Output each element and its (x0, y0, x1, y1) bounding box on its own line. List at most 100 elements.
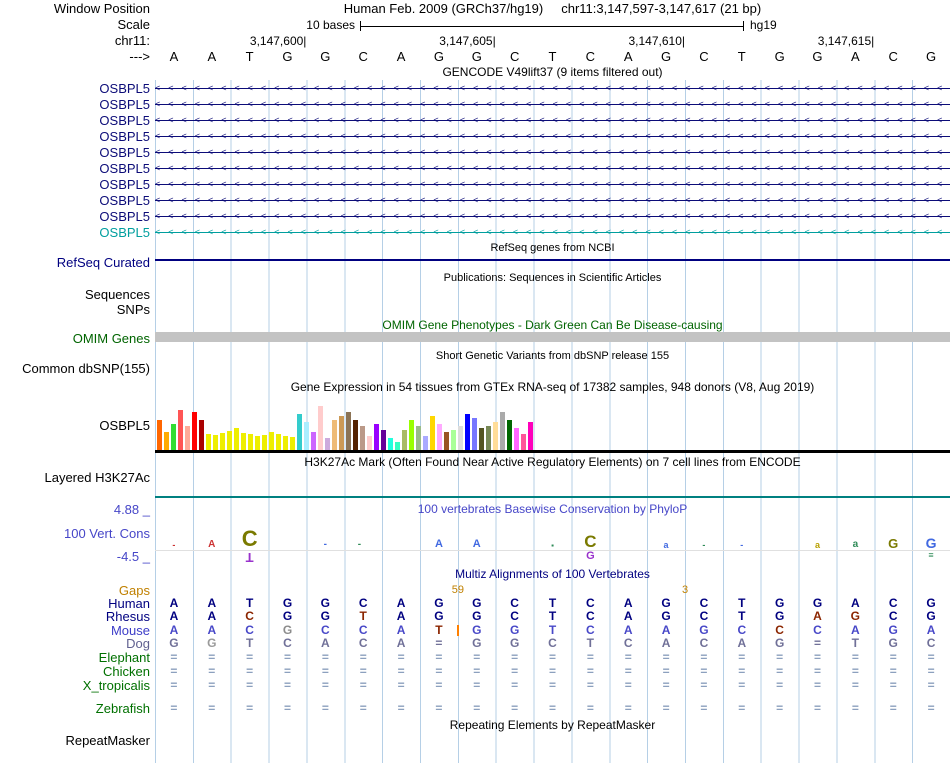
species-label-chicken[interactable]: Chicken (103, 664, 150, 679)
gtex-tissue-bar[interactable] (514, 428, 519, 450)
gtex-tissue-bar[interactable] (227, 431, 232, 450)
gtex-tissue-bar[interactable] (507, 420, 512, 450)
gtex-tissue-bar[interactable] (171, 424, 176, 450)
gtex-tissue-bar[interactable] (444, 432, 449, 450)
species-label-elephant[interactable]: Elephant (98, 650, 150, 665)
gencode-track-title: GENCODE V49lift37 (9 items filtered out) (442, 65, 663, 79)
gencode-transcript-row[interactable]: <<<<<<<<<<<<<<<<<<<<<<<<<<<<<<<<<<<<<<<<… (155, 194, 950, 207)
gtex-tissue-bar[interactable] (297, 414, 302, 450)
gtex-tissue-bar[interactable] (304, 422, 309, 450)
gtex-tissue-bar[interactable] (220, 433, 225, 450)
gtex-tissue-bar[interactable] (465, 414, 470, 450)
gtex-tissue-bar[interactable] (185, 426, 190, 450)
gtex-tissue-bar[interactable] (451, 430, 456, 450)
gtex-tissue-bar[interactable] (290, 437, 295, 450)
gtex-tissue-bar[interactable] (360, 426, 365, 450)
gencode-transcript-row[interactable]: <<<<<<<<<<<<<<<<<<<<<<<<<<<<<<<<<<<<<<<<… (155, 146, 950, 159)
gtex-tissue-bar[interactable] (311, 432, 316, 450)
gtex-tissue-bar[interactable] (318, 406, 323, 450)
gencode-gene-label[interactable]: OSBPL5 (99, 209, 150, 224)
gencode-gene-label[interactable]: OSBPL5 (99, 161, 150, 176)
sequences-track-label[interactable]: Sequences (84, 287, 150, 302)
gtex-tissue-bar[interactable] (248, 434, 253, 450)
gencode-gene-label[interactable]: OSBPL5 (99, 145, 150, 160)
gtex-tissue-bar[interactable] (430, 416, 435, 450)
gtex-tissue-bar[interactable] (283, 436, 288, 450)
gencode-transcript-row[interactable]: <<<<<<<<<<<<<<<<<<<<<<<<<<<<<<<<<<<<<<<<… (155, 82, 950, 95)
gtex-tissue-bar[interactable] (374, 424, 379, 450)
gtex-tissue-bar[interactable] (486, 426, 491, 450)
alignment-base: A (169, 623, 179, 637)
gencode-gene-label[interactable]: OSBPL5 (99, 177, 150, 192)
gencode-transcript-row[interactable]: <<<<<<<<<<<<<<<<<<<<<<<<<<<<<<<<<<<<<<<<… (155, 130, 950, 143)
scale-bar (360, 21, 744, 31)
gtex-tissue-bar[interactable] (416, 426, 421, 450)
gtex-tissue-bar[interactable] (528, 422, 533, 450)
snps-track-label[interactable]: SNPs (116, 302, 150, 317)
gtex-tissue-bar[interactable] (276, 434, 281, 450)
gtex-gene-label[interactable]: OSBPL5 (99, 418, 150, 433)
gtex-tissue-bar[interactable] (388, 438, 393, 450)
alignment-base: = (586, 664, 594, 678)
gencode-gene-label[interactable]: OSBPL5 (99, 193, 150, 208)
species-label-dog[interactable]: Dog (126, 636, 150, 651)
gtex-tissue-bar[interactable] (199, 420, 204, 450)
alignment-base: C (510, 596, 519, 610)
species-label-mouse[interactable]: Mouse (110, 623, 150, 638)
gtex-tissue-bar[interactable] (206, 434, 211, 450)
gtex-tissue-bar[interactable] (479, 428, 484, 450)
gencode-transcript-row[interactable]: <<<<<<<<<<<<<<<<<<<<<<<<<<<<<<<<<<<<<<<<… (155, 114, 950, 127)
species-label-human[interactable]: Human (108, 596, 150, 611)
common-dbsnp-label[interactable]: Common dbSNP(155) (22, 361, 150, 376)
gtex-tissue-bar[interactable] (472, 418, 477, 450)
gtex-tissue-bar[interactable] (241, 433, 246, 450)
gtex-tissue-bar[interactable] (353, 420, 358, 450)
gtex-tissue-bar[interactable] (493, 422, 498, 450)
conservation-track-label[interactable]: 100 Vert. Cons (64, 526, 150, 541)
gtex-tissue-bar[interactable] (381, 430, 386, 450)
gtex-tissue-bar[interactable] (157, 420, 162, 450)
gencode-transcript-row[interactable]: <<<<<<<<<<<<<<<<<<<<<<<<<<<<<<<<<<<<<<<<… (155, 210, 950, 223)
gtex-tissue-bar[interactable] (458, 426, 463, 450)
gtex-tissue-bar[interactable] (521, 434, 526, 450)
gtex-tissue-bar[interactable] (262, 435, 267, 450)
gtex-tissue-bar[interactable] (332, 420, 337, 450)
gtex-tissue-bar[interactable] (402, 430, 407, 450)
omim-genes-label[interactable]: OMIM Genes (72, 331, 150, 346)
gencode-gene-label[interactable]: OSBPL5 (99, 225, 150, 240)
layered-h3k27ac-label[interactable]: Layered H3K27Ac (44, 470, 150, 485)
gtex-tissue-bar[interactable] (409, 420, 414, 450)
gtex-tissue-bar[interactable] (339, 416, 344, 450)
gtex-tissue-bar[interactable] (178, 410, 183, 450)
gencode-transcript-row[interactable]: <<<<<<<<<<<<<<<<<<<<<<<<<<<<<<<<<<<<<<<<… (155, 98, 950, 111)
gencode-transcript-row[interactable]: <<<<<<<<<<<<<<<<<<<<<<<<<<<<<<<<<<<<<<<<… (155, 178, 950, 191)
gtex-tissue-bar[interactable] (255, 436, 260, 450)
alignment-base: C (888, 596, 898, 610)
gtex-tissue-bar[interactable] (325, 438, 330, 450)
gtex-tissue-bar[interactable] (500, 412, 505, 450)
gencode-gene-label[interactable]: OSBPL5 (99, 81, 150, 96)
gencode-transcript-row[interactable]: <<<<<<<<<<<<<<<<<<<<<<<<<<<<<<<<<<<<<<<<… (155, 162, 950, 175)
gtex-tissue-bar[interactable] (234, 428, 239, 450)
gtex-tissue-bar[interactable] (213, 435, 218, 450)
gtex-tissue-bar[interactable] (395, 442, 400, 450)
gtex-tissue-bar[interactable] (346, 412, 351, 450)
gtex-tissue-bar[interactable] (437, 424, 442, 450)
refseq-curated-feature[interactable] (155, 259, 950, 261)
sequence-base: A (169, 49, 179, 64)
repeatmasker-label[interactable]: RepeatMasker (65, 733, 150, 748)
species-label-zebrafish[interactable]: Zebrafish (95, 701, 150, 716)
gtex-tissue-bar[interactable] (192, 412, 197, 450)
gencode-gene-label[interactable]: OSBPL5 (99, 113, 150, 128)
species-label-x_tropicalis[interactable]: X_tropicalis (82, 678, 150, 693)
refseq-curated-label[interactable]: RefSeq Curated (56, 255, 150, 270)
gtex-tissue-bar[interactable] (164, 432, 169, 450)
species-label-rhesus[interactable]: Rhesus (105, 609, 150, 624)
omim-genes-feature[interactable] (155, 332, 950, 342)
gencode-gene-label[interactable]: OSBPL5 (99, 97, 150, 112)
gtex-tissue-bar[interactable] (423, 436, 428, 450)
gencode-transcript-row[interactable]: <<<<<<<<<<<<<<<<<<<<<<<<<<<<<<<<<<<<<<<<… (155, 226, 950, 239)
gencode-gene-label[interactable]: OSBPL5 (99, 129, 150, 144)
gtex-tissue-bar[interactable] (269, 432, 274, 450)
gtex-tissue-bar[interactable] (367, 436, 372, 450)
